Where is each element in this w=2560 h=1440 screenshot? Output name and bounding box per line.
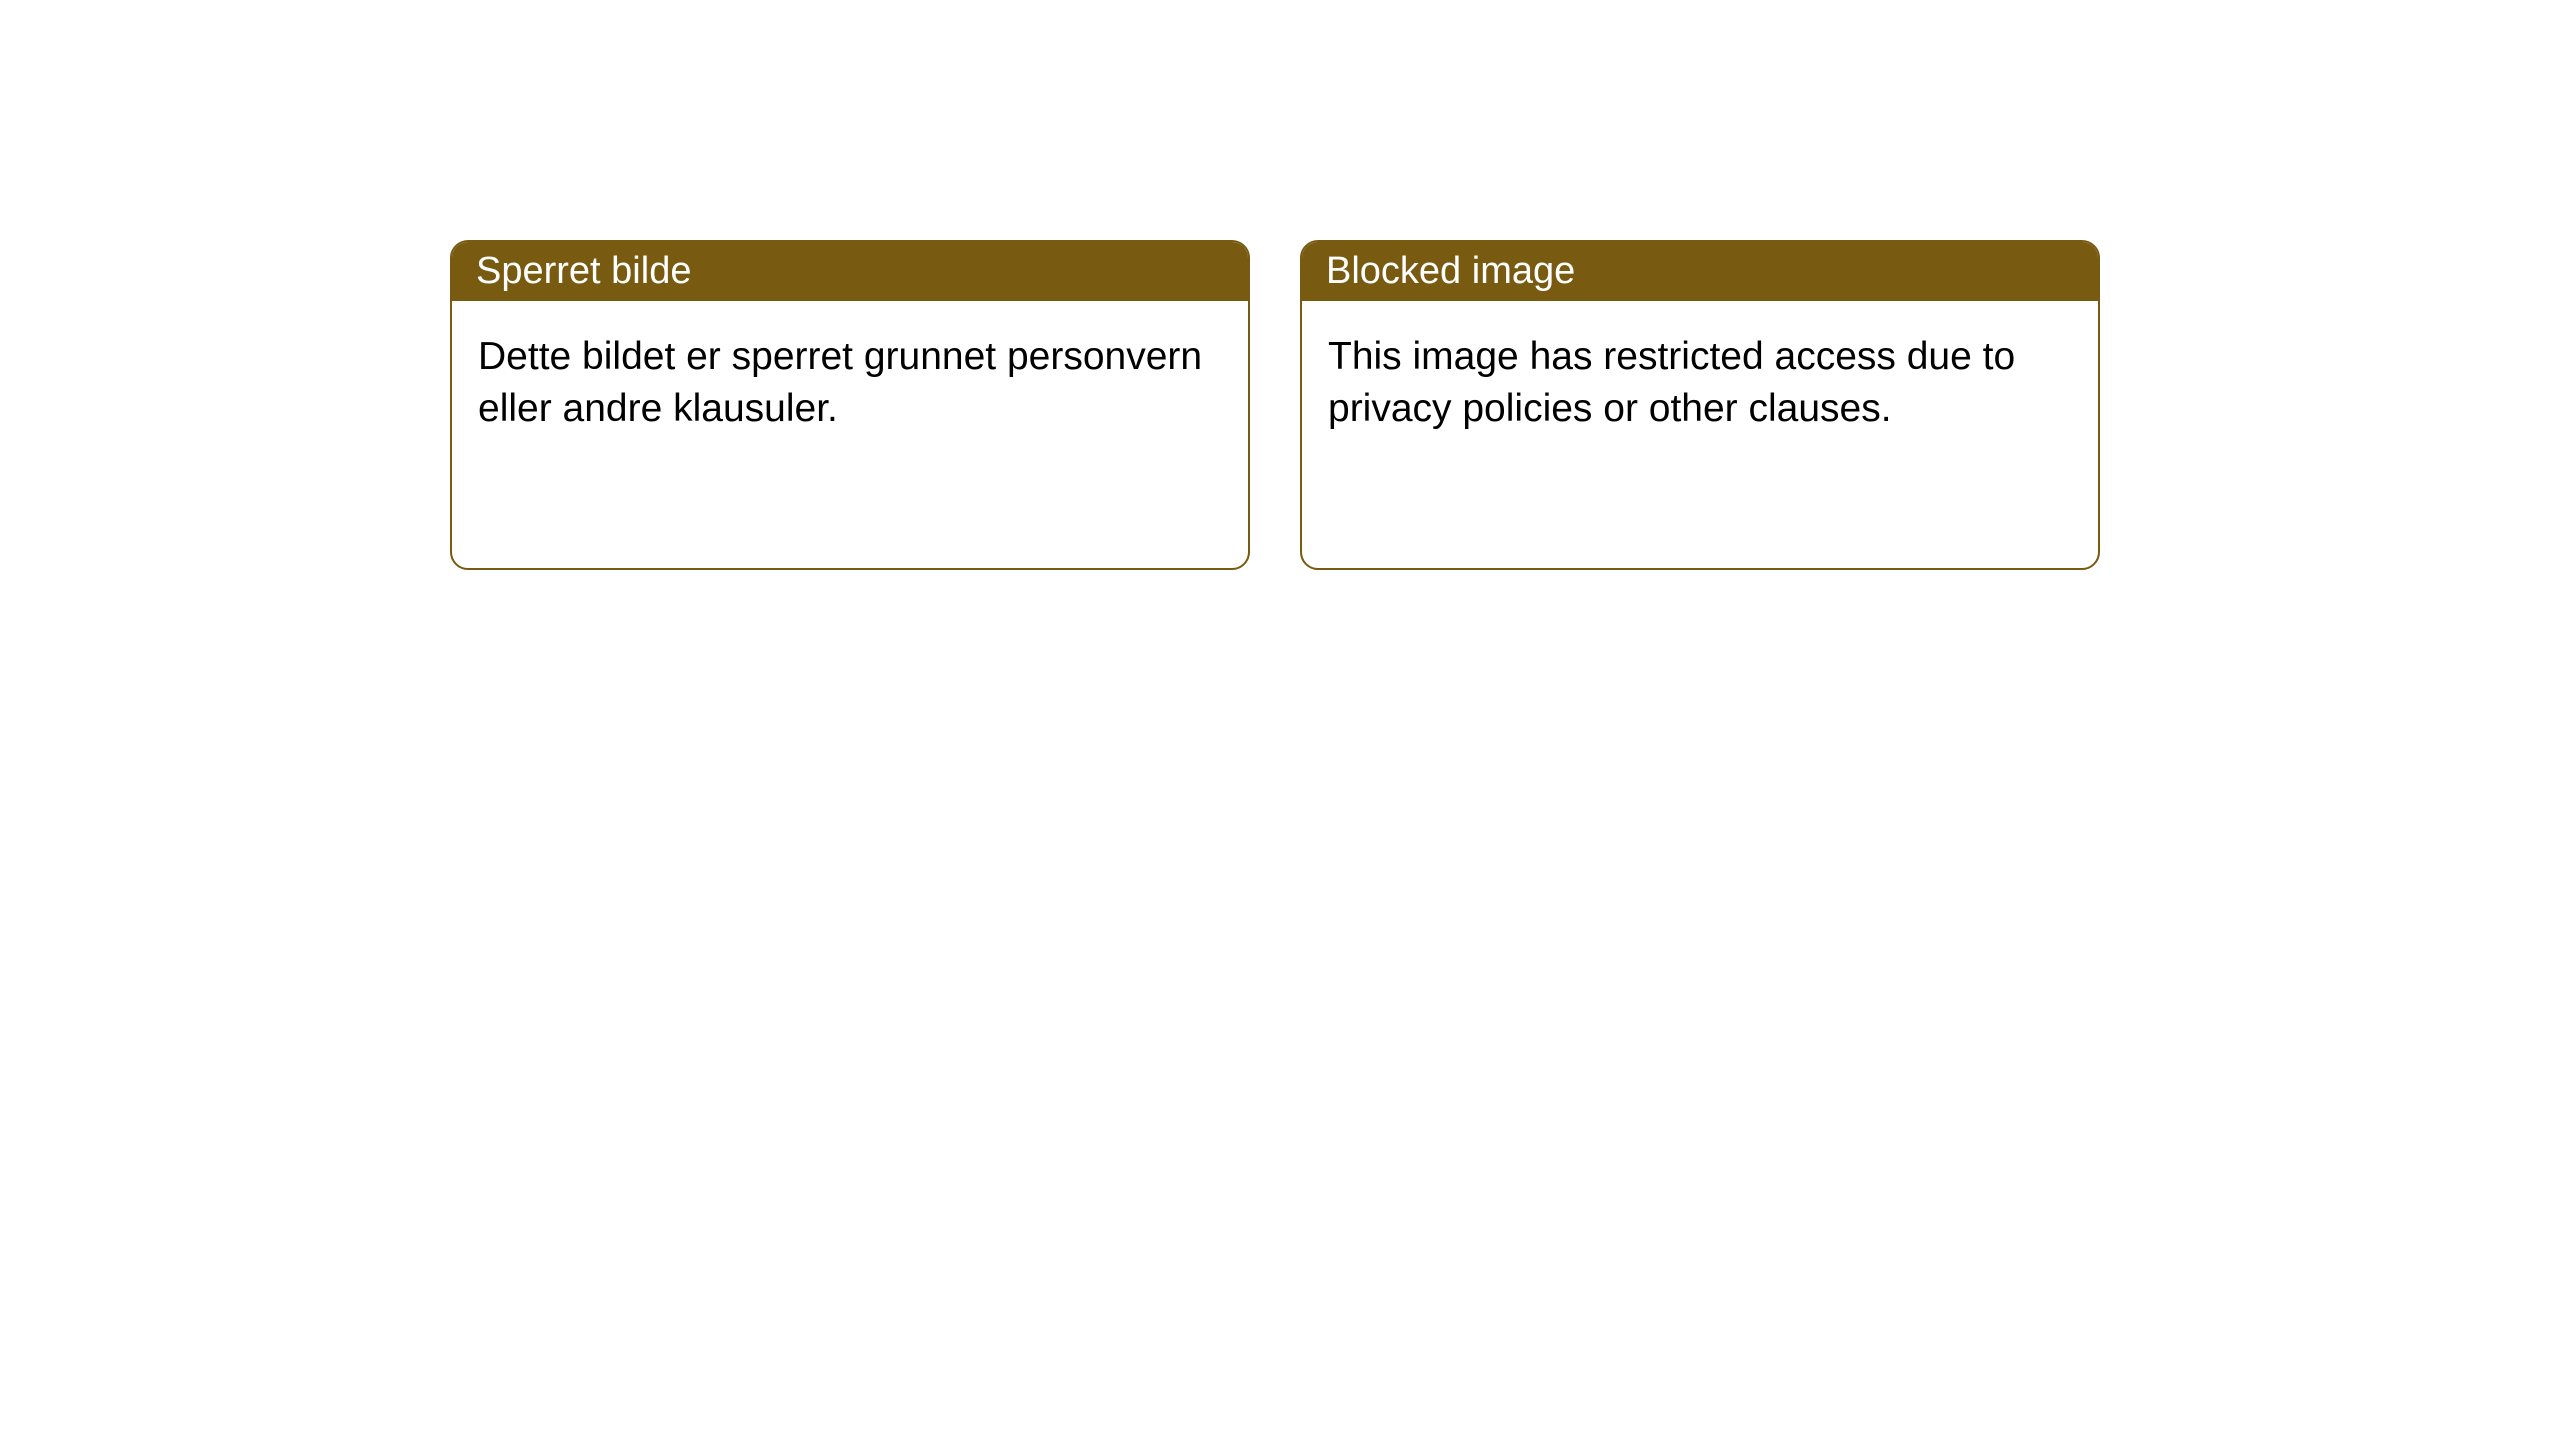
card-header: Sperret bilde: [452, 242, 1248, 301]
card-title: Sperret bilde: [476, 250, 691, 292]
card-header: Blocked image: [1302, 242, 2098, 301]
notice-card-english: Blocked image This image has restricted …: [1300, 240, 2100, 570]
card-body: This image has restricted access due to …: [1302, 301, 2098, 465]
card-message: Dette bildet er sperret grunnet personve…: [478, 335, 1202, 430]
card-body: Dette bildet er sperret grunnet personve…: [452, 301, 1248, 465]
card-title: Blocked image: [1326, 250, 1575, 292]
notice-container: Sperret bilde Dette bildet er sperret gr…: [0, 0, 2560, 570]
card-message: This image has restricted access due to …: [1328, 335, 2015, 430]
notice-card-norwegian: Sperret bilde Dette bildet er sperret gr…: [450, 240, 1250, 570]
